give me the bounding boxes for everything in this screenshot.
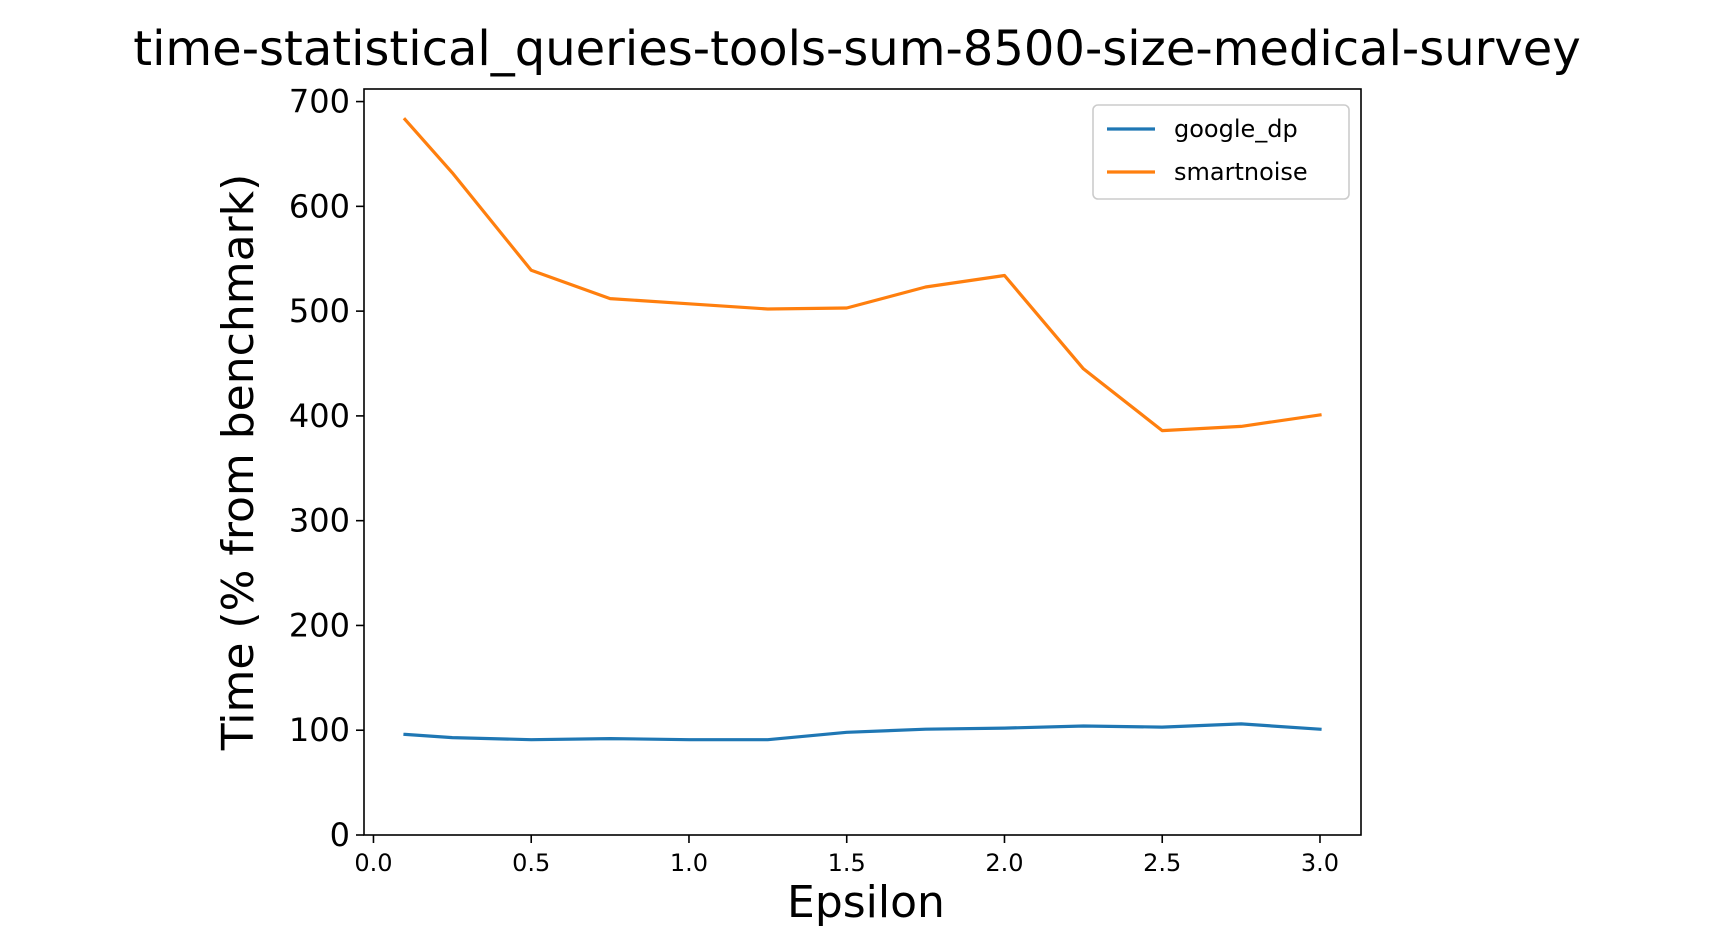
x-tick-label: 0.0 xyxy=(354,849,392,877)
x-axis: 0.0 0.5 1.0 1.5 2.0 2.5 3.0 xyxy=(354,835,1339,877)
legend: google_dp smartnoise xyxy=(1092,104,1350,200)
y-tick-label: 100 xyxy=(289,711,350,749)
x-axis-label: Epsilon xyxy=(787,877,945,928)
series-line-google_dp xyxy=(403,722,1322,742)
y-tick-label: 300 xyxy=(289,502,350,540)
x-tick-label: 0.5 xyxy=(512,849,550,877)
legend-label-google_dp: google_dp xyxy=(1174,115,1298,143)
y-tick-label: 0 xyxy=(330,816,350,854)
plot-area xyxy=(363,88,1362,836)
legend-box xyxy=(1092,104,1350,200)
y-tick-label: 700 xyxy=(289,83,350,121)
chart-title: time-statistical_queries-tools-sum-8500-… xyxy=(133,21,1580,77)
y-axis: 0 100 200 300 400 500 600 700 xyxy=(289,83,364,854)
x-tick-label: 3.0 xyxy=(1301,849,1339,877)
x-tick-label: 1.5 xyxy=(828,849,866,877)
legend-label-smartnoise: smartnoise xyxy=(1174,158,1308,186)
plot-frame xyxy=(363,88,1362,836)
x-tick-label: 1.0 xyxy=(670,849,708,877)
y-tick-label: 200 xyxy=(289,606,350,644)
y-tick-label: 500 xyxy=(289,292,350,330)
x-tick-label: 2.0 xyxy=(985,849,1023,877)
y-tick-label: 400 xyxy=(289,397,350,435)
series-line-smartnoise xyxy=(402,117,1322,433)
y-tick-label: 600 xyxy=(289,187,350,225)
x-tick-label: 2.5 xyxy=(1143,849,1181,877)
y-axis-label: Time (% from benchmark) xyxy=(213,174,264,752)
